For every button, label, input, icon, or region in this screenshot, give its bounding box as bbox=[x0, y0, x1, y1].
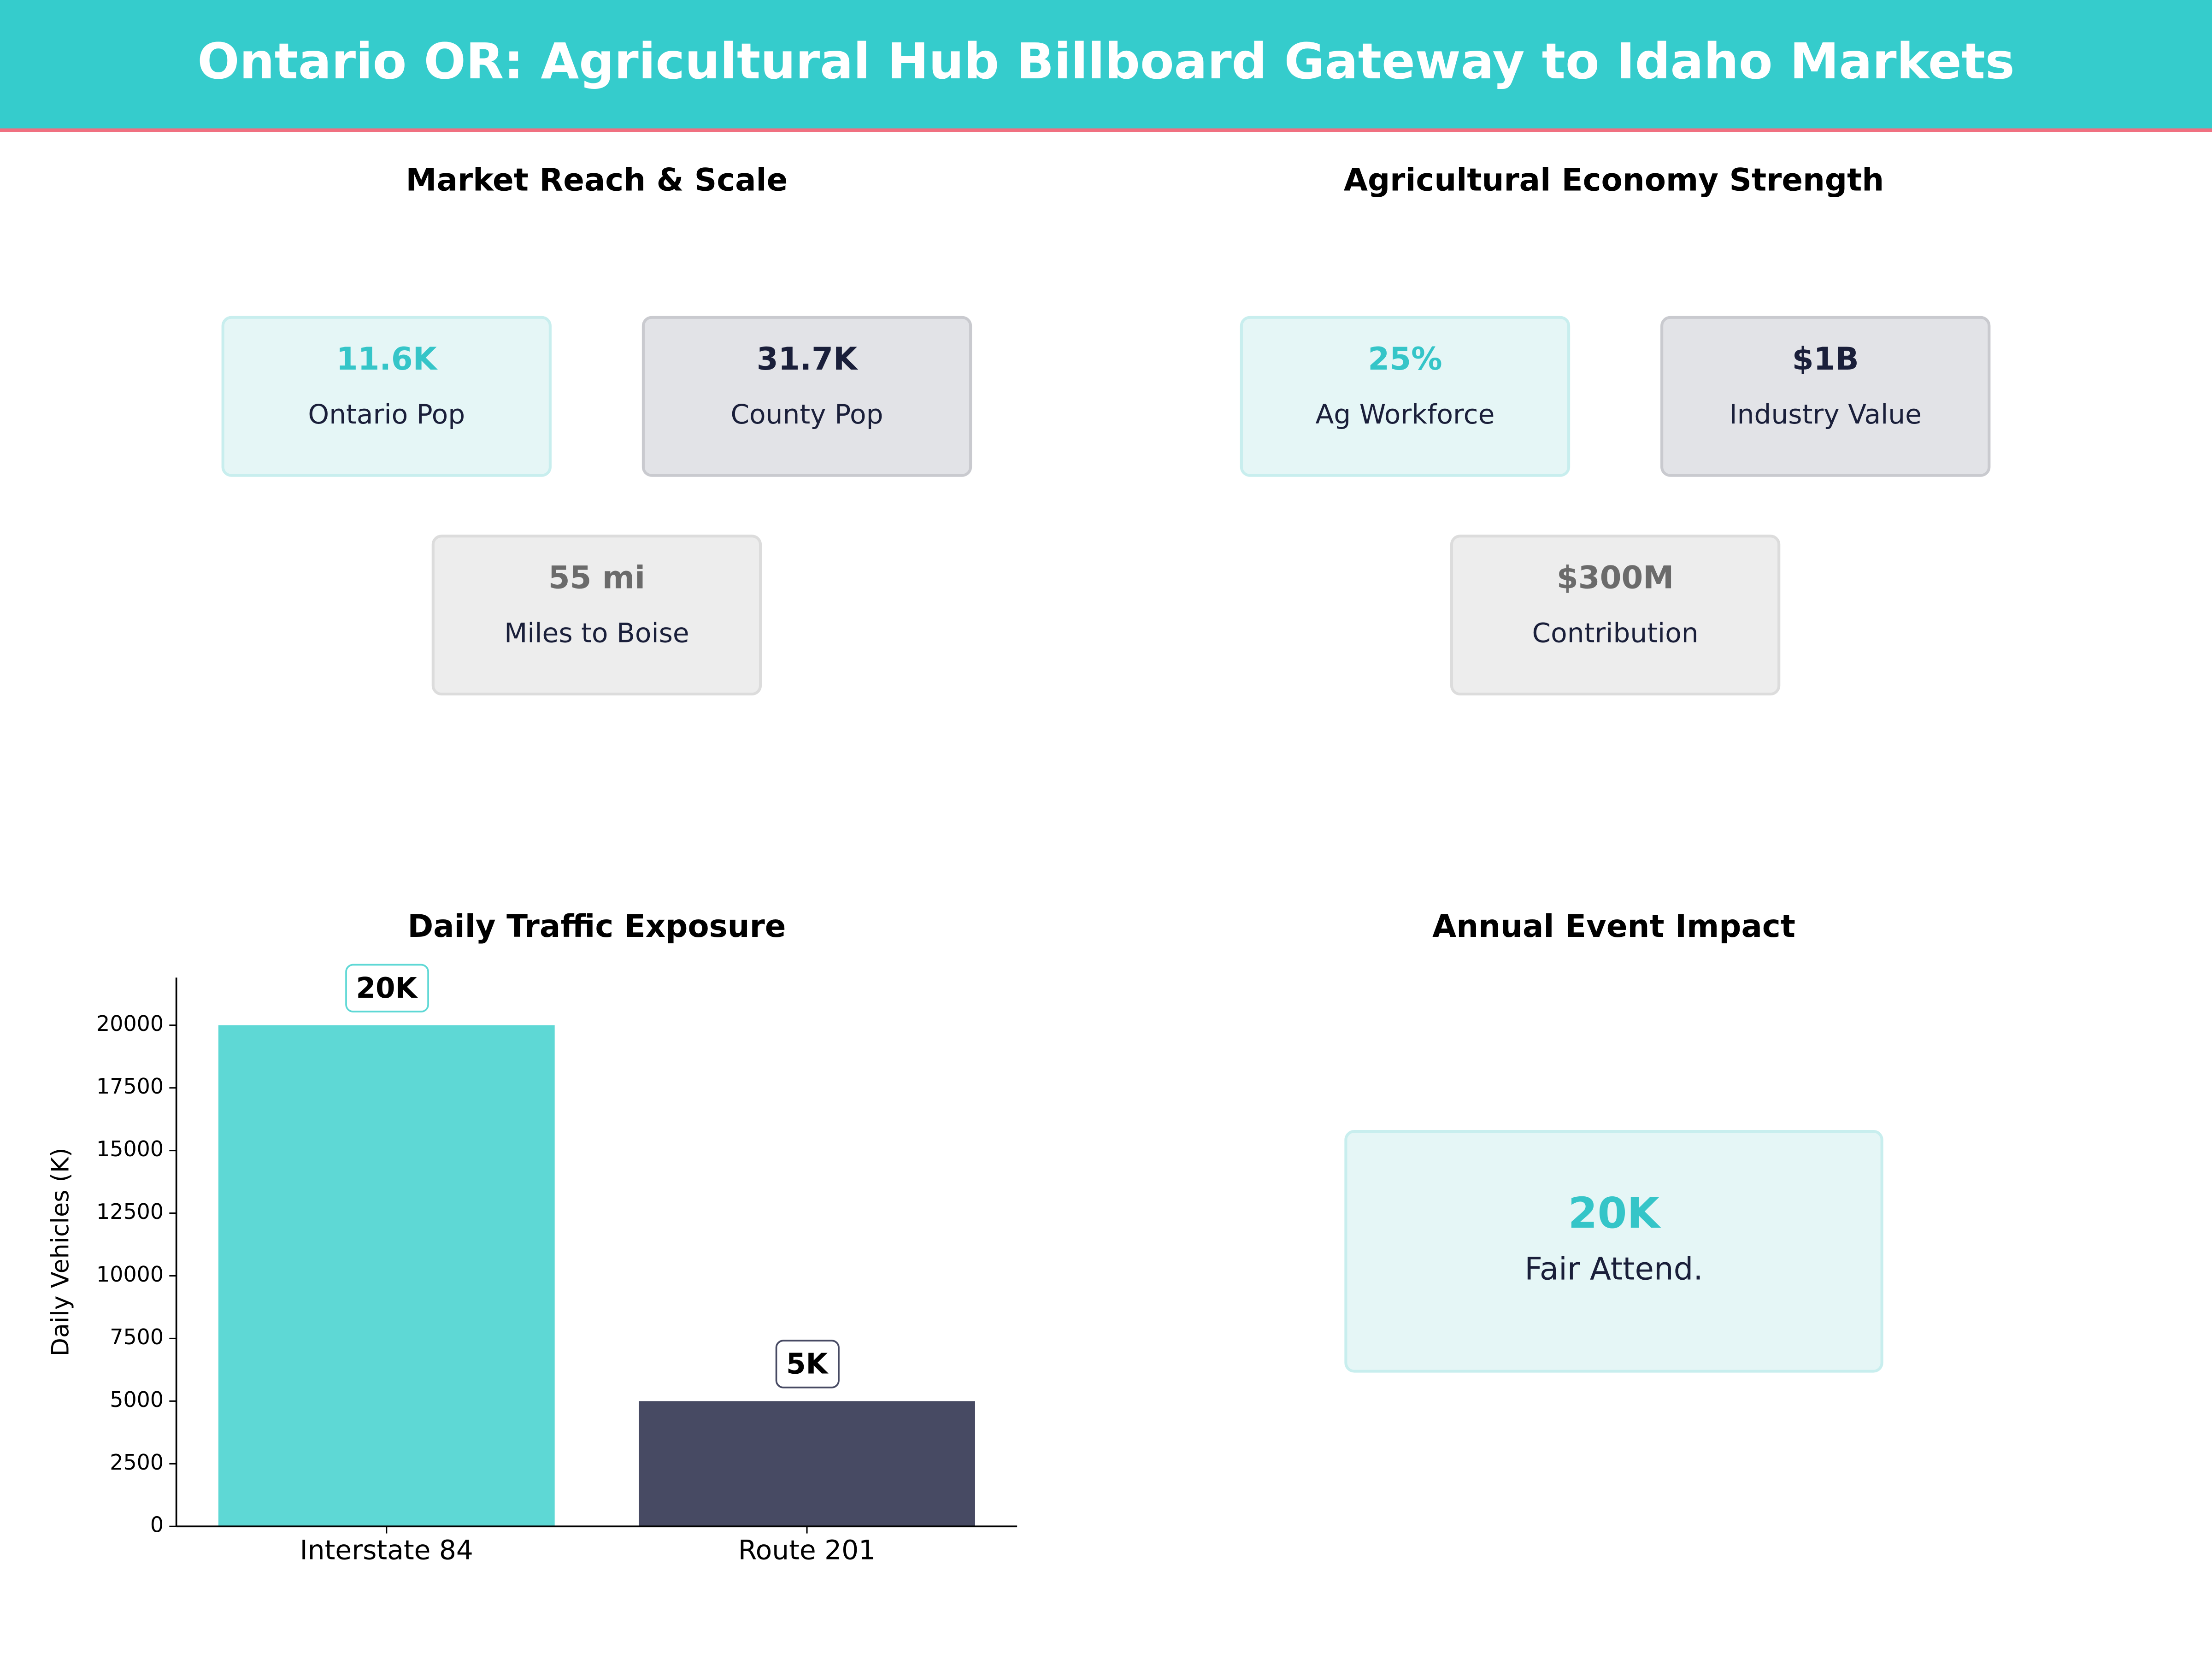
section-title: Annual Event Impact bbox=[1432, 908, 1795, 944]
y-tick-label: 2500 bbox=[110, 1450, 164, 1475]
y-tick-label: 17500 bbox=[96, 1074, 164, 1099]
y-axis-label: Daily Vehicles (K) bbox=[47, 1148, 75, 1357]
stat-label: Contribution bbox=[1532, 618, 1699, 649]
y-tick-label: 0 bbox=[150, 1512, 164, 1537]
stat-label: Industry Value bbox=[1730, 399, 1922, 430]
stat-label: Ontario Pop bbox=[308, 399, 465, 430]
y-tick-label: 12500 bbox=[96, 1199, 164, 1224]
stat-value: 55 mi bbox=[548, 559, 645, 596]
stat-label: Fair Attend. bbox=[1524, 1251, 1703, 1287]
stat-card bbox=[641, 316, 972, 477]
bar bbox=[639, 1401, 975, 1527]
value-label-box bbox=[775, 1340, 840, 1388]
stat-label: Miles to Boise bbox=[504, 618, 689, 649]
x-tick-label: Route 201 bbox=[738, 1534, 876, 1565]
header-bar bbox=[0, 0, 2212, 130]
stat-card bbox=[1344, 1130, 1883, 1373]
page-title: Ontario OR: Agricultural Hub Billboard G… bbox=[197, 33, 2014, 90]
stat-card bbox=[1660, 316, 1991, 477]
stat-card bbox=[1240, 316, 1571, 477]
stat-value: $1B bbox=[1792, 341, 1859, 377]
y-tick-label: 15000 bbox=[96, 1136, 164, 1161]
stat-value: 20K bbox=[1568, 1188, 1661, 1238]
y-tick-label: 7500 bbox=[110, 1324, 164, 1349]
value-label: 5K bbox=[786, 1347, 829, 1380]
stat-value: 31.7K bbox=[757, 341, 859, 377]
y-tick-label: 5000 bbox=[110, 1387, 164, 1412]
stat-label: Ag Workforce bbox=[1316, 399, 1495, 430]
stat-value: $300M bbox=[1557, 559, 1674, 596]
chart-title: Daily Traffic Exposure bbox=[407, 908, 786, 944]
stat-card bbox=[1450, 535, 1781, 696]
section-title: Market Reach & Scale bbox=[406, 161, 788, 198]
value-label: 20K bbox=[356, 972, 418, 1005]
stat-card bbox=[431, 535, 762, 696]
x-tick-label: Interstate 84 bbox=[300, 1534, 473, 1565]
bar bbox=[218, 1025, 555, 1527]
y-tick-label: 20000 bbox=[96, 1011, 164, 1036]
stat-label: County Pop bbox=[730, 399, 883, 430]
stat-value: 11.6K bbox=[336, 341, 438, 377]
y-tick-label: 10000 bbox=[96, 1262, 164, 1287]
stat-card bbox=[221, 316, 552, 477]
section-title: Agricultural Economy Strength bbox=[1344, 161, 1884, 198]
header-rule bbox=[0, 128, 2212, 132]
value-label-box bbox=[345, 964, 429, 1012]
stat-value: 25% bbox=[1368, 341, 1442, 377]
